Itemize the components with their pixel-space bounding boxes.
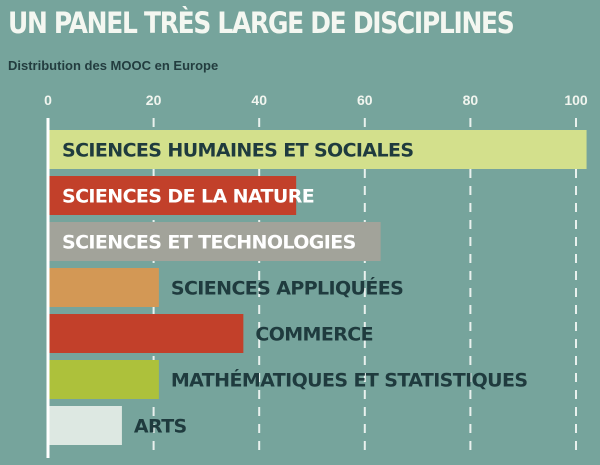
category-label: ARTS (134, 416, 187, 438)
x-tick-label: 40 (251, 92, 267, 108)
bar (48, 360, 159, 399)
bar (48, 406, 122, 445)
x-tick-label: 60 (357, 92, 373, 108)
category-label: SCIENCES HUMAINES ET SOCIALES (62, 140, 413, 162)
category-label: COMMERCE (255, 324, 373, 346)
x-tick-label: 80 (463, 92, 479, 108)
x-tick-label: 0 (44, 92, 52, 108)
chart-subtitle: Distribution des MOOC en Europe (8, 58, 219, 73)
bar (48, 314, 244, 353)
category-label: SCIENCES APPLIQUÉES (171, 277, 403, 300)
category-label: MATHÉMATIQUES ET STATISTIQUES (171, 369, 528, 392)
bar (48, 222, 381, 261)
category-label: SCIENCES DE LA NATURE (62, 186, 314, 208)
category-label: SCIENCES ET TECHNOLOGIES (62, 232, 356, 254)
x-tick-label: 20 (146, 92, 162, 108)
bar (48, 176, 297, 215)
x-tick-label: 100 (564, 92, 588, 108)
bar (48, 130, 587, 169)
bar (48, 268, 159, 307)
chart-title: UN PANEL TRÈS LARGE DE DISCIPLINES (8, 6, 515, 40)
